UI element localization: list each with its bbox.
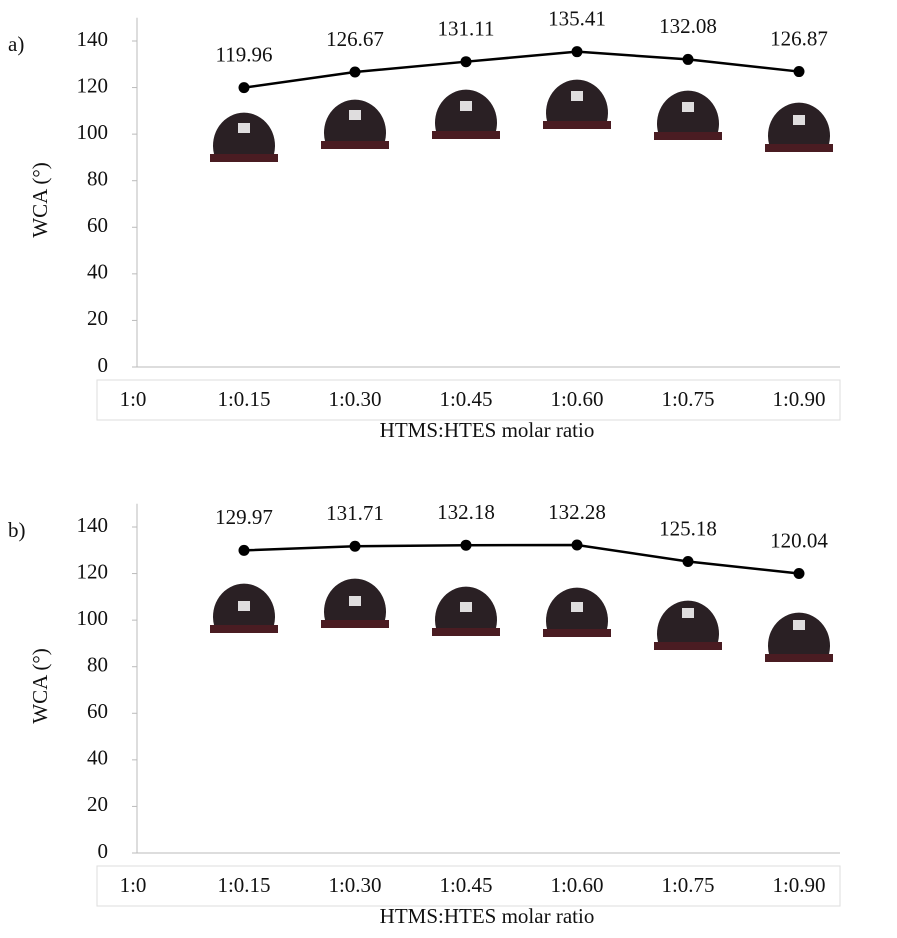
data-point [683,54,694,65]
y-tick-label: 60 [87,213,108,237]
x-tick-label: 1:0.75 [661,873,714,897]
x-tick-label: 1:0.60 [550,873,603,897]
data-point [683,556,694,567]
droplet-highlight [571,91,583,101]
x-tick-label: 1:0.15 [217,387,270,411]
data-label: 129.97 [215,505,273,529]
droplet-highlight [571,602,583,612]
droplet-highlight [682,102,694,112]
data-label: 126.87 [770,26,828,50]
data-label: 131.71 [326,501,384,525]
y-tick-label: 140 [77,513,109,537]
droplet-image [213,113,275,154]
data-point [350,67,361,78]
data-point [461,56,472,67]
data-point [461,540,472,551]
droplet-highlight [460,101,472,111]
droplet-base [321,620,389,628]
y-tick-label: 100 [77,120,109,144]
series-line [244,52,799,88]
droplet-highlight [682,608,694,618]
y-axis-title: WCA (°) [28,162,52,237]
droplet-base [210,154,278,162]
x-tick-label: 1:0.90 [772,873,825,897]
y-axis-title: WCA (°) [28,648,52,723]
chart-panel: b) WCA (°) 0 20 40 60 80 100 120 140 1:0 1:0.15 1:0.… [8,500,840,928]
droplet-highlight [793,620,805,630]
data-point [794,66,805,77]
data-label: 132.18 [437,500,495,524]
x-tick-label: 1:0.15 [217,873,270,897]
panel-label: b) [8,518,26,542]
x-tick-label: 1:0.60 [550,387,603,411]
droplet-image [657,601,719,642]
droplet-base [654,132,722,140]
droplet-highlight [460,602,472,612]
y-tick-label: 120 [77,73,109,97]
chart-panel: a) WCA (°) 0 20 40 60 80 100 120 140 1:0 1:0.15 1:0.… [8,6,840,441]
y-tick-label: 0 [98,839,109,863]
series-line [244,545,799,574]
figure: a) WCA (°) 0 20 40 60 80 100 120 140 1:0 1:0.15 1:0.… [0,0,897,938]
droplet-highlight [349,596,361,606]
x-tick-label: 1:0.30 [328,873,381,897]
data-label: 119.96 [216,42,273,66]
droplet-highlight [793,115,805,125]
droplet-highlight [238,601,250,611]
droplet-base [432,131,500,139]
y-tick-label: 40 [87,746,108,770]
y-tick-label: 80 [87,167,108,191]
droplet-highlight [349,110,361,120]
data-point [350,541,361,552]
y-tick-label: 0 [98,353,109,377]
droplet-image [768,613,830,654]
data-point [794,568,805,579]
droplet-base [543,121,611,129]
data-label: 131.11 [438,17,495,41]
x-tick-label: 1:0 [120,387,147,411]
droplet-base [432,628,500,636]
droplet-base [765,144,833,152]
y-tick-label: 20 [87,306,108,330]
droplet-base [765,654,833,662]
x-tick-label: 1:0.90 [772,387,825,411]
data-point [239,82,250,93]
x-tick-label: 1:0.45 [439,873,492,897]
x-tick-label: 1:0 [120,873,147,897]
data-label: 125.18 [659,516,717,540]
droplet-highlight [238,123,250,133]
y-tick-label: 120 [77,559,109,583]
y-tick-label: 80 [87,653,108,677]
droplet-image [324,100,386,141]
y-tick-label: 60 [87,699,108,723]
data-point [572,46,583,57]
x-tick-label: 1:0.30 [328,387,381,411]
data-label: 120.04 [770,528,828,552]
droplet-base [543,629,611,637]
x-axis-title: HTMS:HTES molar ratio [380,418,595,442]
droplet-base [321,141,389,149]
x-tick-label: 1:0.75 [661,387,714,411]
droplet-base [654,642,722,650]
x-tick-label: 1:0.45 [439,387,492,411]
data-point [239,545,250,556]
data-point [572,539,583,550]
y-tick-label: 20 [87,792,108,816]
data-label: 135.41 [548,6,606,30]
data-label: 126.67 [326,27,384,51]
y-tick-label: 40 [87,260,108,284]
droplet-base [210,625,278,633]
data-label: 132.08 [659,14,717,38]
y-tick-label: 100 [77,606,109,630]
y-tick-label: 140 [77,27,109,51]
x-axis-title: HTMS:HTES molar ratio [380,904,595,928]
data-label: 132.28 [548,500,606,524]
panel-label: a) [8,32,24,56]
